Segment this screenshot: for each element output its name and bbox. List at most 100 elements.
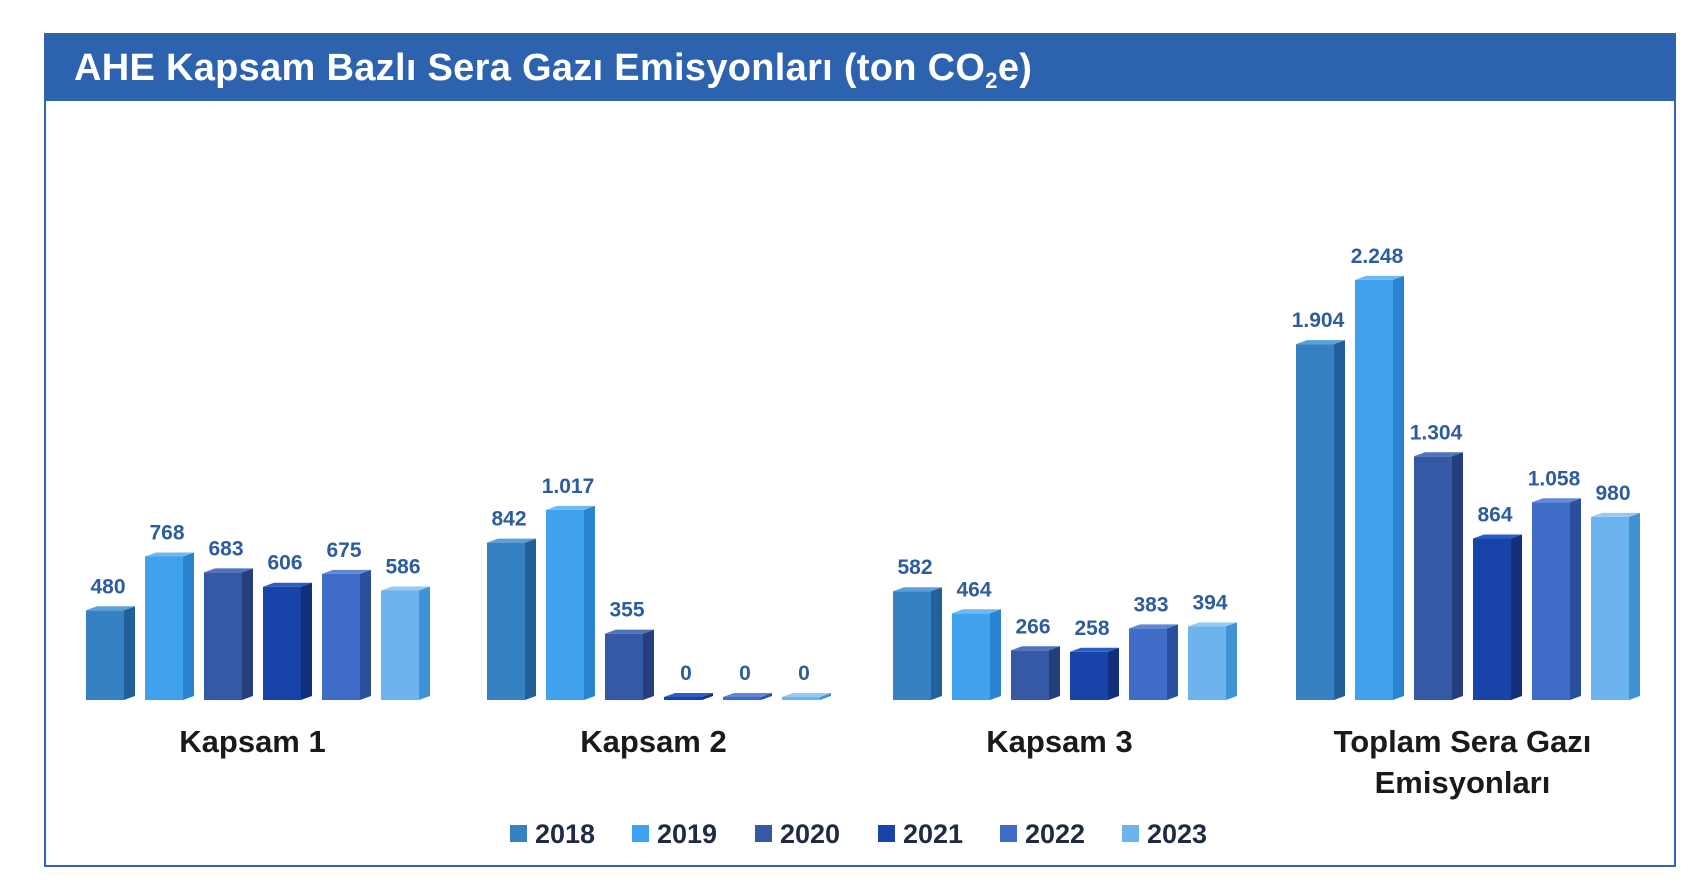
bar-2021-group-3 [1070,647,1119,700]
bar-2022-group-4 [1532,498,1581,700]
data-label: 1.058 [1528,467,1581,490]
bar-2023-group-4-front [1591,516,1629,700]
bar-group-1: 480 768 683 606 675 586 [86,521,430,700]
bar-2021-group-2-side [702,693,713,700]
bar-2021-group-1-top [263,582,312,587]
bar-2022-group-3-front [1129,628,1167,700]
chart-title-subscript: 2 [985,67,998,93]
bar-2019-group-3-side [990,609,1001,700]
bar-2020-group-2-side [643,629,654,700]
bar-2019-group-1-side [183,552,194,700]
bar-2022-group-3-top [1129,624,1178,629]
bar-2023-group-2-side [820,693,831,700]
legend-item-2023: 2023 [1122,819,1207,849]
bar-2018-group-4-front [1296,344,1334,700]
chart-title-tail: e) [997,46,1033,89]
bar-2018-group-3-top [893,587,942,592]
legend-item-2018: 2018 [510,819,595,849]
legend: 2018 2019 2020 2021 2022 2023 [510,819,1207,849]
chart-title-text: AHE Kapsam Bazlı Sera Gazı Emisyonları (… [74,46,986,89]
data-label: 1.304 [1410,421,1463,444]
category-label: Kapsam 3 [986,724,1132,759]
bar-2020-group-4-top [1414,452,1463,457]
bar-2023-group-3 [1188,622,1237,700]
bar-2022-group-1 [322,569,371,700]
bar-2022-group-4-front [1532,502,1570,700]
legend-item-2019: 2019 [632,819,717,849]
bar-2020-group-4-side [1452,452,1463,700]
category-label: Toplam Sera Gazı [1334,724,1592,759]
bar-2021-group-3-top [1070,647,1119,652]
bar-2019-group-3-top [952,609,1001,614]
bar-2022-group-1-front [322,573,360,700]
legend-label: 2020 [780,819,840,849]
data-label: 0 [739,662,751,685]
bar-2023-group-4 [1591,512,1640,700]
bar-2018-group-1-side [124,606,135,700]
bar-2020-group-3-front [1011,650,1049,700]
bar-2021-group-2-front [664,697,702,700]
data-label: 606 [267,552,302,575]
data-label: 683 [208,537,243,560]
data-label: 582 [897,556,932,579]
legend-item-2022: 2022 [1000,819,1085,849]
legend-item-2020: 2020 [755,819,840,849]
data-label: 842 [491,508,526,531]
bar-2018-group-2-side [525,538,536,700]
bar-2019-group-4-side [1393,275,1404,700]
bar-2020-group-1-front [204,572,242,700]
legend-item-2021: 2021 [878,819,963,849]
data-label: 2.248 [1351,245,1404,268]
category-label: Kapsam 1 [179,724,325,759]
bar-2018-group-2 [487,538,536,700]
legend-label: 2019 [657,819,717,849]
data-label: 0 [798,662,810,685]
bar-2022-group-4-side [1570,498,1581,700]
bar-2021-group-3-front [1070,651,1108,700]
bar-2019-group-1 [145,552,194,700]
bar-2022-group-2-side [761,693,772,700]
bar-2019-group-1-front [145,556,183,700]
bar-2021-group-4 [1473,534,1522,700]
data-label: 480 [90,575,125,598]
bar-2018-group-3 [893,587,942,700]
data-label: 258 [1074,617,1109,640]
bar-2020-group-1-top [204,568,253,573]
legend-label: 2023 [1147,819,1207,849]
data-label: 383 [1133,593,1168,616]
bar-2023-group-3-side [1226,622,1237,700]
category-label: Emisyonları [1375,765,1551,800]
bar-2022-group-2-top [723,693,772,697]
bar-2020-group-1-side [242,568,253,700]
bar-2018-group-1-top [86,606,135,611]
bar-2020-group-3-side [1049,646,1060,700]
bar-2019-group-2-front [546,509,584,700]
bar-2021-group-3-side [1108,647,1119,700]
legend-swatch [510,825,527,842]
legend-label: 2022 [1025,819,1085,849]
bar-2018-group-2-top [487,538,536,543]
data-label: 394 [1192,591,1227,614]
bar-2019-group-2-side [584,505,595,700]
data-label: 864 [1477,504,1512,527]
data-label: 675 [326,539,361,562]
data-label: 0 [680,662,692,685]
legend-label: 2018 [535,819,595,849]
bar-2021-group-1 [263,582,312,700]
bar-2023-group-3-top [1188,622,1237,627]
bar-2019-group-2-top [546,505,595,510]
bar-2023-group-1-front [381,590,419,700]
bar-2023-group-4-side [1629,512,1640,700]
bar-2019-group-2 [546,505,595,700]
bar-2022-group-3-side [1167,624,1178,700]
category-label: Kapsam 2 [580,724,726,759]
bar-2021-group-4-top [1473,534,1522,539]
bar-2019-group-4-top [1355,275,1404,280]
bar-2018-group-2-front [487,542,525,700]
bar-2018-group-4 [1296,340,1345,700]
bar-2021-group-4-side [1511,534,1522,700]
bar-group-2: 842 1.017 355 0 0 0 [487,475,831,700]
bar-group-3: 582 464 266 258 383 394 [893,556,1237,700]
bar-2018-group-4-top [1296,340,1345,345]
